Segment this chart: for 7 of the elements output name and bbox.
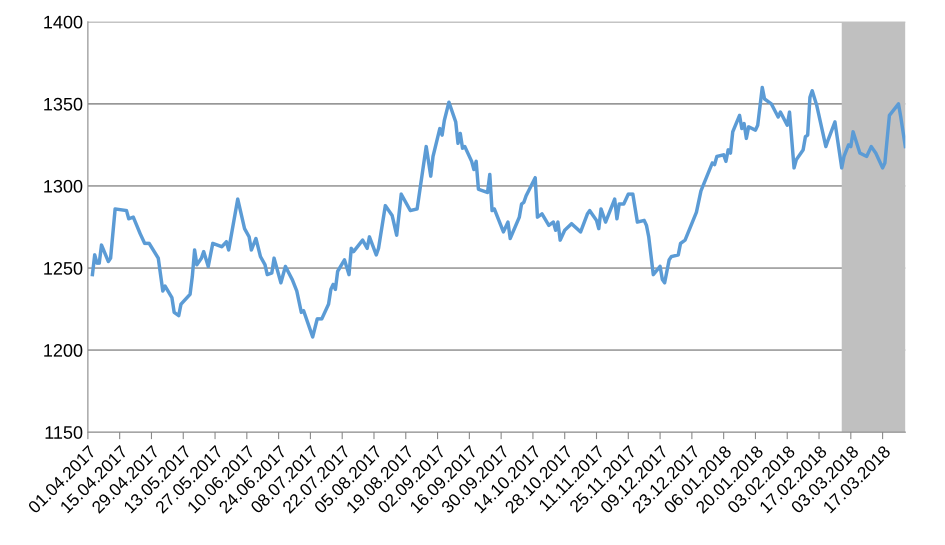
y-tick-label: 1150 — [46, 426, 82, 439]
y-tick-label: 1400 — [44, 16, 82, 29]
y-tick-label: 1200 — [44, 344, 82, 357]
line-series — [90, 86, 906, 339]
y-tick-label: 1300 — [44, 180, 82, 193]
y-tick-label: 1350 — [44, 98, 82, 111]
y-tick-label: 1250 — [44, 262, 82, 275]
